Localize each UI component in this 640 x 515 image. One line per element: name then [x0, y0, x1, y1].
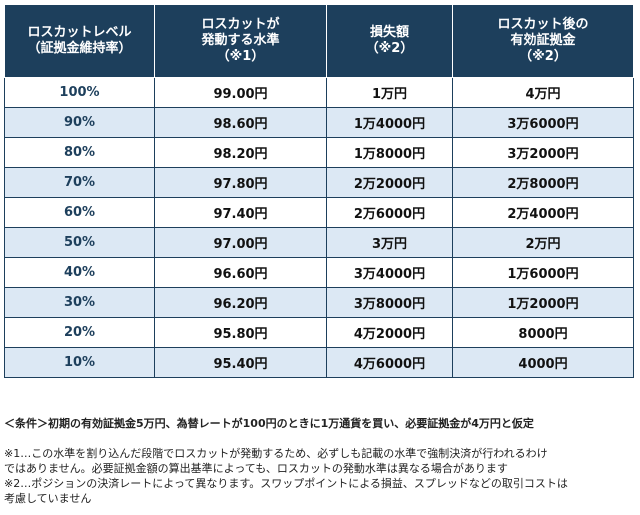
header-losscut-level: ロスカットレベル （証拠金維持率） — [4, 4, 155, 78]
loss-cell: 4万2000円 — [326, 317, 453, 348]
margin-cell: 4万円 — [452, 77, 634, 108]
table-row: 80% 98.20円 1万8000円 3万2000円 — [4, 137, 634, 168]
footnote-line: ※1…この水準を割り込んだ段階でロスカットが発動するため、必ずしも記載の水準で強… — [4, 447, 548, 460]
header-loss-amount: 損失額 （※2） — [326, 4, 453, 78]
margin-cell: 3万2000円 — [452, 137, 634, 168]
conditions-text: ＜条件＞初期の有効証拠金5万円、為替レートが100円のときに1万通貨を買い、必要… — [4, 417, 534, 430]
table-row: 60% 97.40円 2万6000円 2万4000円 — [4, 197, 634, 228]
loss-cell: 3万円 — [326, 227, 453, 258]
level-cell: 50% — [4, 227, 155, 258]
table-row: 70% 97.80円 2万2000円 2万8000円 — [4, 167, 634, 198]
loss-cell: 1万4000円 — [326, 107, 453, 138]
header-remaining-margin: ロスカット後の 有効証拠金 （※2） — [452, 4, 634, 78]
margin-cell: 3万6000円 — [452, 107, 634, 138]
footnote-line: ※2…ポジションの決済レートによって異なります。スワップポイントによる損益、スプ… — [4, 477, 568, 490]
rate-cell: 96.60円 — [154, 257, 327, 288]
loss-cell: 2万6000円 — [326, 197, 453, 228]
level-cell: 60% — [4, 197, 155, 228]
margin-cell: 2万4000円 — [452, 197, 634, 228]
footnote-line: ではありません。必要証拠金額の算出基準によっても、ロスカットの発動水準は異なる場… — [4, 462, 508, 475]
loss-cell: 3万4000円 — [326, 257, 453, 288]
table-header-row: ロスカットレベル （証拠金維持率） ロスカットが 発動する水準 （※1） 損失額… — [4, 4, 634, 78]
footnote-line: 考慮していません — [4, 492, 92, 505]
margin-cell: 1万6000円 — [452, 257, 634, 288]
rate-cell: 96.20円 — [154, 287, 327, 318]
table-row: 50% 97.00円 3万円 2万円 — [4, 227, 634, 258]
loss-cell: 2万2000円 — [326, 167, 453, 198]
rate-cell: 98.20円 — [154, 137, 327, 168]
table-row: 10% 95.40円 4万6000円 4000円 — [4, 347, 634, 378]
rate-cell: 97.00円 — [154, 227, 327, 258]
margin-cell: 1万2000円 — [452, 287, 634, 318]
loss-cell: 4万6000円 — [326, 347, 453, 378]
footnotes: ※1…この水準を割り込んだ段階でロスカットが発動するため、必ずしも記載の水準で強… — [4, 446, 634, 506]
margin-cell: 4000円 — [452, 347, 634, 378]
level-cell: 80% — [4, 137, 155, 168]
rate-cell: 95.40円 — [154, 347, 327, 378]
table-row: 20% 95.80円 4万2000円 8000円 — [4, 317, 634, 348]
level-cell: 10% — [4, 347, 155, 378]
loss-cell: 1万8000円 — [326, 137, 453, 168]
table-row: 40% 96.60円 3万4000円 1万6000円 — [4, 257, 634, 288]
margin-cell: 2万8000円 — [452, 167, 634, 198]
margin-cell: 2万円 — [452, 227, 634, 258]
losscut-table: ロスカットレベル （証拠金維持率） ロスカットが 発動する水準 （※1） 損失額… — [4, 4, 634, 378]
level-cell: 20% — [4, 317, 155, 348]
rate-cell: 97.80円 — [154, 167, 327, 198]
rate-cell: 98.60円 — [154, 107, 327, 138]
level-cell: 100% — [4, 77, 155, 108]
header-trigger-rate: ロスカットが 発動する水準 （※1） — [154, 4, 327, 78]
table-row: 100% 99.00円 1万円 4万円 — [4, 77, 634, 108]
level-cell: 90% — [4, 107, 155, 138]
loss-cell: 3万8000円 — [326, 287, 453, 318]
rate-cell: 97.40円 — [154, 197, 327, 228]
rate-cell: 95.80円 — [154, 317, 327, 348]
loss-cell: 1万円 — [326, 77, 453, 108]
margin-cell: 8000円 — [452, 317, 634, 348]
level-cell: 30% — [4, 287, 155, 318]
table-row: 30% 96.20円 3万8000円 1万2000円 — [4, 287, 634, 318]
table-row: 90% 98.60円 1万4000円 3万6000円 — [4, 107, 634, 138]
level-cell: 40% — [4, 257, 155, 288]
rate-cell: 99.00円 — [154, 77, 327, 108]
level-cell: 70% — [4, 167, 155, 198]
